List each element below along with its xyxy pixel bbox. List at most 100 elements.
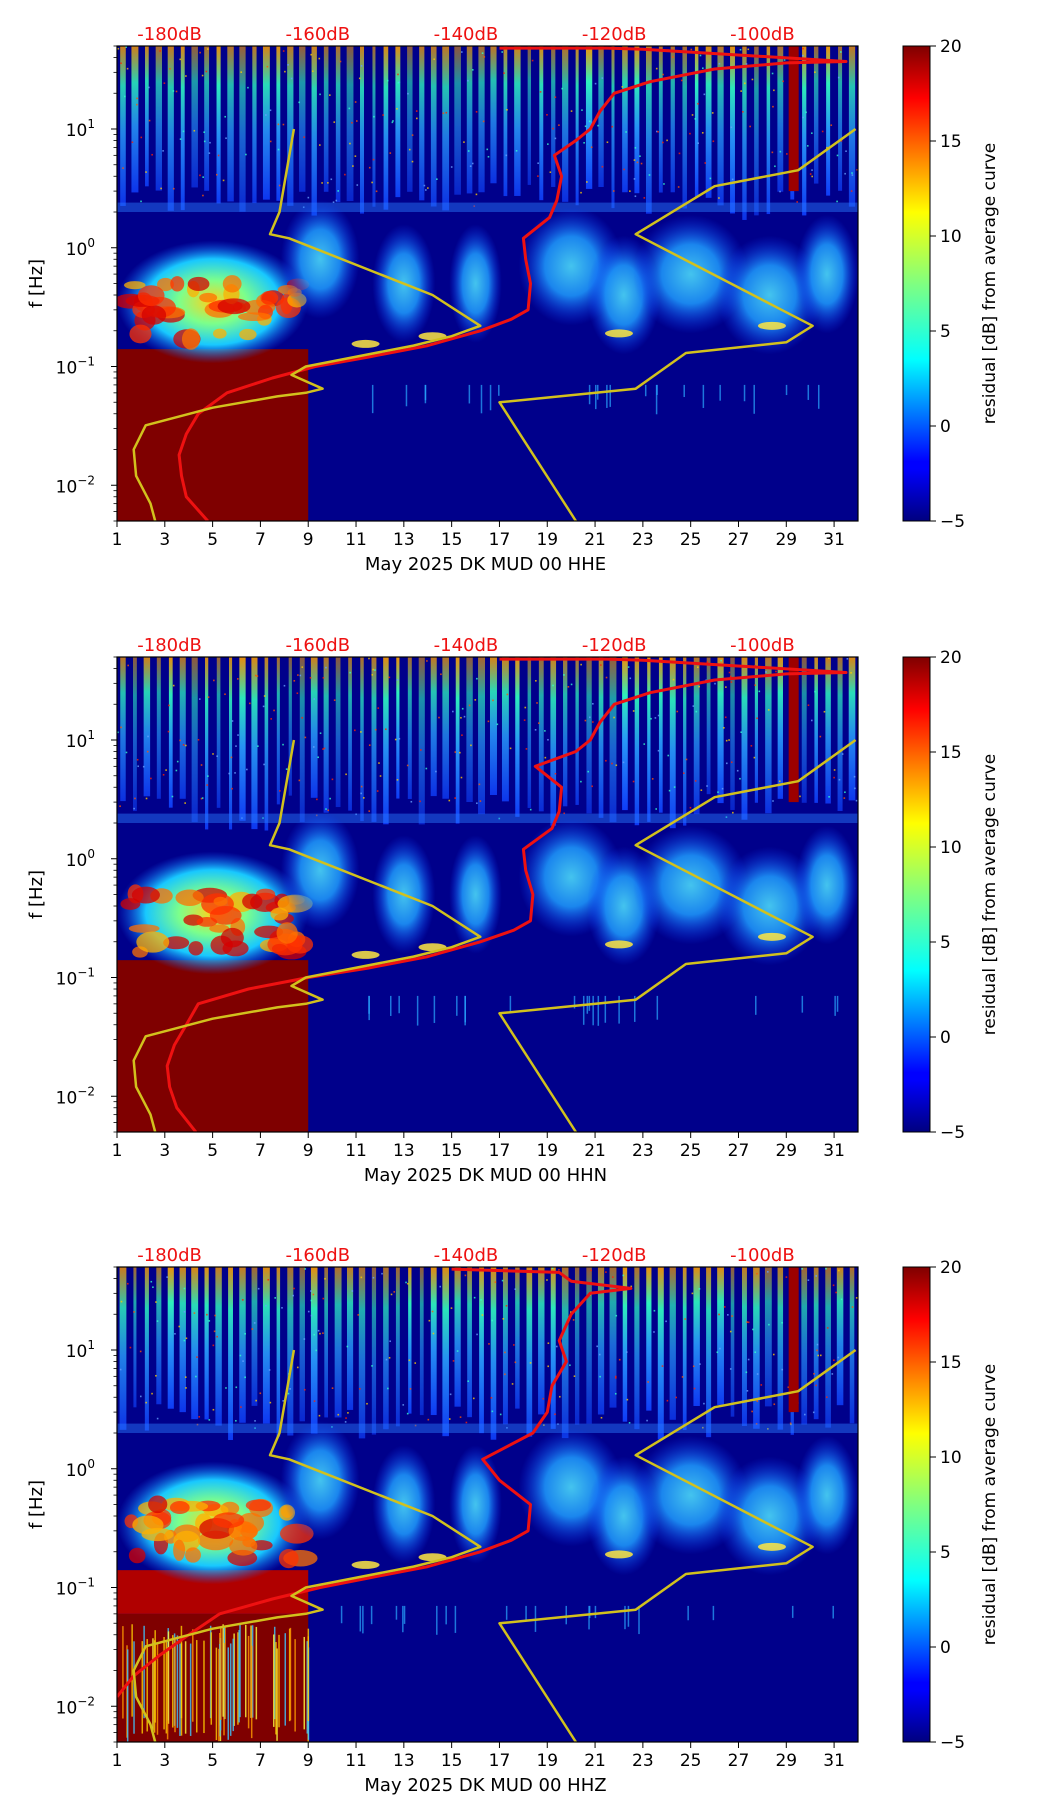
- y-tick-label: 100: [66, 1457, 95, 1481]
- speckle: [465, 1421, 468, 1424]
- speckle: [801, 1268, 803, 1270]
- speckle: [408, 1359, 411, 1362]
- speckle: [313, 1400, 316, 1402]
- speckle: [371, 181, 373, 184]
- speckle: [461, 734, 463, 736]
- streak: [340, 1605, 343, 1624]
- speckle: [398, 737, 401, 740]
- chart-panel-3: 1 3 5 7 9 11 13 15 17 19 21 23 25 27 29 3110110010−110−…: [26, 1245, 1000, 1796]
- speckle: [809, 173, 812, 175]
- db-scale-label: -140dB: [434, 635, 499, 656]
- speckle: [163, 82, 166, 84]
- speckle: [706, 661, 709, 663]
- streak: [712, 1605, 715, 1621]
- blob-patch: [213, 328, 227, 339]
- speckle: [850, 190, 853, 192]
- speckle: [182, 130, 185, 133]
- blob-patch: [213, 896, 228, 906]
- speckle: [584, 719, 587, 722]
- spectral-stripe: [287, 46, 294, 206]
- spectral-stripe: [238, 1630, 240, 1723]
- speckle: [262, 817, 264, 819]
- spectral-stripe: [250, 1645, 253, 1739]
- speckle: [374, 669, 376, 671]
- speckle: [145, 797, 148, 800]
- spectral-stripe: [179, 657, 186, 799]
- speckle: [781, 1321, 783, 1324]
- speckle: [166, 1276, 168, 1278]
- speckle: [207, 48, 209, 50]
- streak: [604, 995, 607, 1023]
- speckle: [523, 719, 526, 721]
- band-2hz: [117, 1423, 858, 1434]
- speckle: [344, 173, 346, 176]
- speckle: [681, 1376, 684, 1378]
- spectral-stripe: [395, 46, 401, 198]
- speckle: [285, 768, 288, 770]
- speckle: [653, 1331, 655, 1333]
- blob-patch: [239, 328, 257, 341]
- blob-patch: [173, 1539, 186, 1561]
- speckle: [691, 1292, 694, 1295]
- db-scale-label: -180dB: [137, 24, 202, 45]
- speckle: [349, 142, 351, 145]
- speckle: [179, 58, 182, 61]
- spectral-stripe: [126, 1649, 129, 1742]
- speckle: [831, 1373, 834, 1375]
- spectral-stripe: [324, 1267, 329, 1418]
- spectral-stripe: [527, 657, 532, 808]
- streak: [834, 995, 836, 1016]
- speckle: [653, 1309, 656, 1312]
- speckle: [716, 1351, 719, 1354]
- db-scale-label: -180dB: [137, 635, 202, 656]
- speckle: [802, 54, 804, 57]
- noise-model-curve: [132, 127, 857, 521]
- speckle: [746, 1390, 749, 1392]
- speckle: [725, 686, 727, 688]
- speckle: [139, 1350, 142, 1353]
- speckle: [712, 140, 715, 143]
- spectrogram-heatmap: [117, 1267, 858, 1742]
- spectral-stripe: [189, 1643, 192, 1736]
- speckle: [630, 1285, 633, 1288]
- speckle: [134, 797, 136, 800]
- speckle: [282, 123, 285, 126]
- speckle: [346, 1345, 349, 1348]
- speckle: [337, 1413, 340, 1416]
- colorbar-label: residual [dB] from average curve: [980, 754, 1000, 1035]
- speckle: [656, 130, 658, 133]
- speckle: [739, 777, 741, 780]
- streak: [606, 384, 608, 408]
- speckle: [321, 182, 323, 184]
- streak: [362, 1605, 364, 1634]
- speckle: [287, 64, 289, 66]
- speckle: [589, 716, 591, 719]
- spectral-stripe: [766, 46, 771, 215]
- blob-patch: [212, 1512, 245, 1528]
- speckle: [756, 1272, 758, 1275]
- spectral-stripe: [693, 657, 700, 815]
- speckle: [747, 48, 750, 51]
- spectral-stripe: [383, 46, 389, 210]
- speckle: [137, 765, 139, 768]
- speckle: [268, 1369, 271, 1371]
- speckle: [224, 115, 227, 118]
- speckle: [463, 715, 466, 718]
- speckle: [855, 1297, 858, 1299]
- spectral-stripe: [634, 657, 640, 826]
- speckle: [580, 780, 582, 783]
- spectral-stripe: [311, 46, 317, 216]
- colorbar-tick-label: 5: [940, 1543, 951, 1563]
- speckle: [122, 167, 124, 169]
- speckle: [136, 758, 139, 761]
- colorbar-tick-label: −5: [940, 1733, 965, 1753]
- y-tick-label: 101: [66, 728, 95, 752]
- speckle: [838, 778, 841, 781]
- speckle: [200, 764, 203, 766]
- speckle: [505, 1304, 508, 1307]
- speckle: [287, 1392, 290, 1395]
- speckle: [590, 146, 593, 149]
- speckle: [255, 1399, 257, 1402]
- speckle: [185, 1387, 187, 1389]
- speckle: [257, 745, 259, 747]
